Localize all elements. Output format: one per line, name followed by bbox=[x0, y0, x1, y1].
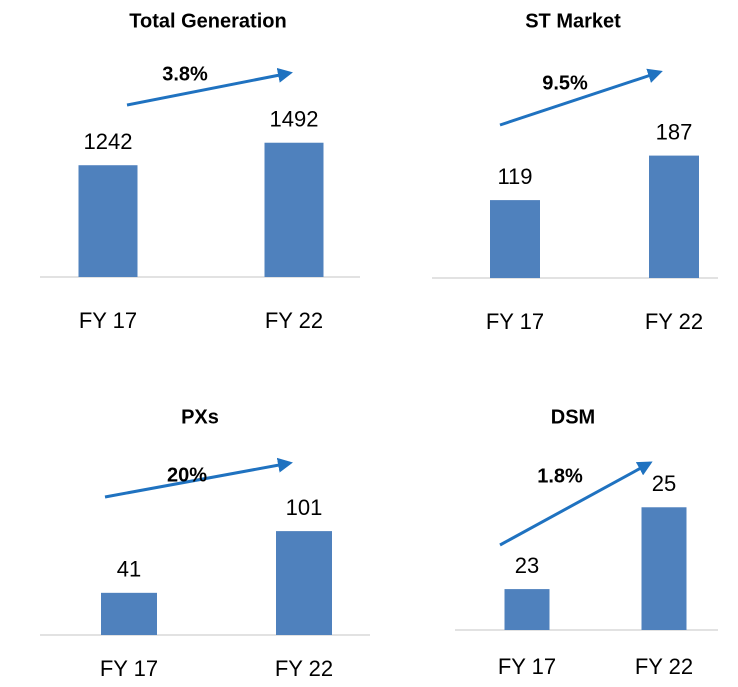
x-tick-label: FY 22 bbox=[275, 656, 333, 681]
annotation: 3.8% bbox=[162, 63, 208, 85]
chart-title: DSM bbox=[551, 406, 595, 428]
bar bbox=[276, 531, 332, 635]
bar bbox=[101, 592, 157, 635]
chart-title: ST Market bbox=[525, 10, 621, 32]
growth-arrow bbox=[104, 457, 293, 499]
growth-arrows bbox=[104, 67, 663, 547]
growth-arrow bbox=[499, 461, 653, 547]
chart-title: Total Generation bbox=[129, 10, 286, 32]
bar bbox=[641, 507, 687, 630]
value-label: 41 bbox=[117, 557, 141, 582]
bar bbox=[649, 155, 699, 278]
value-label: 23 bbox=[515, 553, 539, 578]
bar bbox=[490, 200, 540, 278]
x-tick-label: FY 17 bbox=[100, 656, 158, 681]
x-tick-label: FY 17 bbox=[79, 308, 137, 333]
x-tick-label: FY 22 bbox=[645, 309, 703, 334]
annotation: 9.5% bbox=[542, 72, 588, 94]
x-tick-label: FY 22 bbox=[635, 654, 693, 679]
value-label: 1492 bbox=[270, 107, 319, 132]
growth-arrow bbox=[499, 68, 663, 127]
growth-arrow bbox=[126, 67, 293, 107]
annotation: 1.8% bbox=[537, 465, 583, 487]
x-tick-label: FY 17 bbox=[486, 309, 544, 334]
bar bbox=[264, 142, 324, 277]
annotation: 20% bbox=[167, 464, 207, 486]
value-label: 119 bbox=[497, 164, 532, 189]
x-tick-label: FY 17 bbox=[498, 654, 556, 679]
value-label: 1242 bbox=[84, 129, 133, 154]
value-label: 25 bbox=[652, 471, 676, 496]
value-label: 101 bbox=[286, 495, 323, 520]
value-label: 187 bbox=[656, 119, 693, 144]
chart-title: PXs bbox=[181, 406, 219, 428]
bar bbox=[504, 589, 550, 630]
x-tick-label: FY 22 bbox=[265, 308, 323, 333]
bar bbox=[78, 165, 138, 277]
